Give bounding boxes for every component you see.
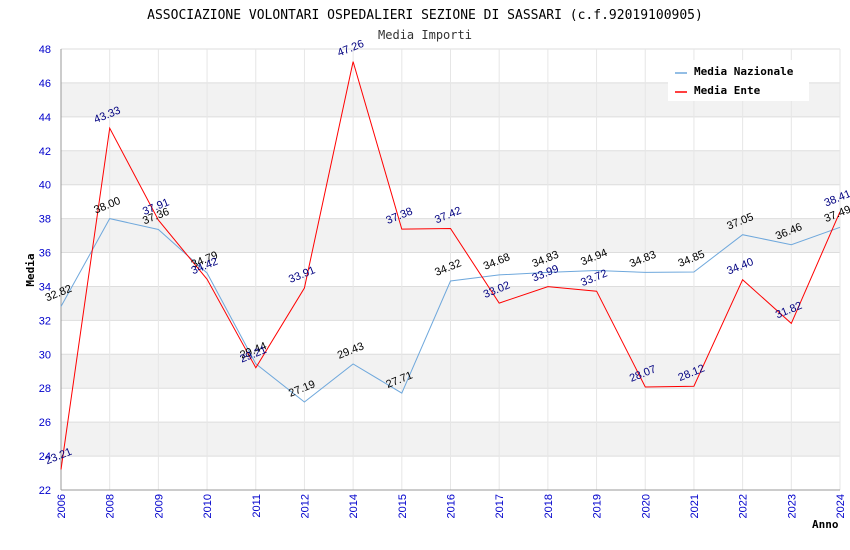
y-axis-label: Media bbox=[24, 253, 37, 286]
y-tick-label: 46 bbox=[39, 78, 51, 90]
axes bbox=[60, 49, 840, 491]
y-tick-label: 22 bbox=[39, 485, 51, 497]
chart-subtitle: Media Importi bbox=[378, 28, 472, 42]
y-tick-label: 26 bbox=[39, 417, 51, 429]
x-axis-label: Anno bbox=[812, 518, 839, 531]
legend-label-nazionale: Media Nazionale bbox=[694, 65, 794, 78]
x-tick-label: 2024 bbox=[835, 494, 847, 518]
x-tick-label: 2018 bbox=[543, 494, 555, 518]
y-tick-label: 48 bbox=[39, 44, 51, 56]
x-tick-label: 2020 bbox=[640, 494, 652, 518]
y-tick-label: 44 bbox=[39, 112, 51, 124]
legend-label-ente: Media Ente bbox=[694, 84, 761, 97]
y-tick-label: 24 bbox=[39, 451, 51, 463]
x-tick-label: 2010 bbox=[202, 494, 214, 518]
y-tick-label: 42 bbox=[39, 146, 51, 158]
x-tick-label: 2019 bbox=[592, 494, 604, 518]
x-tick-label: 2022 bbox=[738, 494, 750, 518]
legend: Media Nazionale Media Ente bbox=[668, 60, 809, 101]
x-tick-label: 2008 bbox=[105, 494, 117, 518]
y-tick-label: 40 bbox=[39, 180, 51, 192]
x-tick-label: 2014 bbox=[348, 494, 360, 518]
x-tick-label: 2012 bbox=[299, 494, 311, 518]
x-tick-label: 2015 bbox=[397, 494, 409, 518]
x-tick-label: 2021 bbox=[689, 494, 701, 518]
y-tick-labels: 22 24 26 28 30 32 34 36 38 40 42 44 46 48 bbox=[39, 44, 51, 497]
y-tick-label: 38 bbox=[39, 214, 51, 226]
x-tick-label: 2006 bbox=[56, 494, 68, 518]
y-tick-label: 36 bbox=[39, 248, 51, 260]
y-tick-label: 32 bbox=[39, 315, 51, 327]
chart-title: ASSOCIAZIONE VOLONTARI OSPEDALIERI SEZIO… bbox=[147, 8, 703, 23]
series-line-ente bbox=[60, 61, 841, 470]
y-tick-label: 30 bbox=[39, 349, 51, 361]
x-tick-labels: 2006 2008 2009 2010 2011 2012 2014 2015 2016 2017… bbox=[56, 494, 847, 518]
x-tick-label: 2011 bbox=[251, 494, 263, 518]
x-tick-label: 2023 bbox=[786, 494, 798, 518]
legend-background bbox=[668, 60, 809, 101]
x-tick-label: 2016 bbox=[446, 494, 458, 518]
x-tick-label: 2009 bbox=[153, 494, 165, 518]
series-lines bbox=[60, 61, 841, 470]
x-tick-label: 2017 bbox=[494, 494, 506, 518]
series-line-nazionale bbox=[60, 218, 841, 403]
gridlines bbox=[60, 48, 841, 491]
y-tick-label: 28 bbox=[39, 383, 51, 395]
y-tick-label: 34 bbox=[39, 281, 51, 293]
